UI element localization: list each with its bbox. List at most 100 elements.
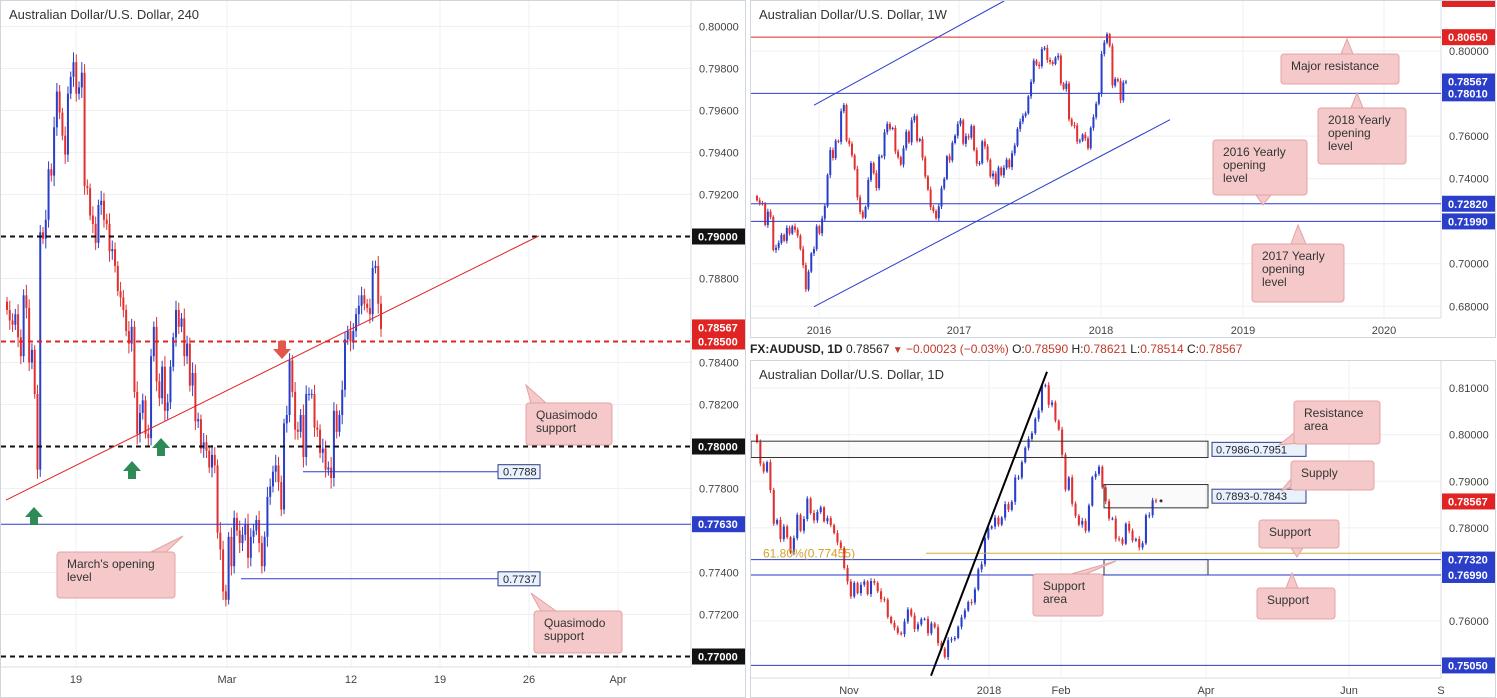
candle-body	[878, 156, 881, 189]
candle-body	[78, 87, 81, 94]
candle-body	[791, 226, 794, 234]
candle-body	[866, 581, 869, 595]
callout-box	[525, 402, 613, 446]
price-badge-label: 0.78567	[698, 322, 738, 334]
candle-body	[1108, 501, 1111, 519]
open-label: O:	[1012, 342, 1025, 356]
candle-body	[987, 528, 990, 539]
candle-body	[992, 173, 995, 177]
candle-body	[783, 234, 786, 241]
candle-body	[238, 530, 241, 544]
h4-chart-panel[interactable]: Australian Dollar/U.S. Dollar, 240 0.800…	[0, 0, 746, 698]
callout-text-line: level	[1328, 139, 1353, 153]
callout-text: Supply	[1301, 466, 1338, 480]
candle-body	[833, 525, 836, 534]
weekly-chart-title: Australian Dollar/U.S. Dollar, 1W	[759, 7, 947, 22]
symbol-label: FX:AUDUSD, 1D	[750, 342, 843, 356]
candle-body	[910, 609, 913, 616]
candle-body	[33, 349, 36, 394]
daily-chart[interactable]: 0.810000.800000.790000.780000.770000.760…	[751, 361, 1496, 698]
candle-body	[926, 176, 929, 190]
candle-body	[1114, 518, 1117, 539]
callout-text: 2016 Yearly opening level	[1223, 145, 1286, 185]
candle-body	[1070, 119, 1073, 126]
candle-body	[913, 116, 916, 121]
y-tick-label: 0.79800	[699, 64, 739, 76]
candle-body	[1128, 523, 1131, 531]
candle-body	[916, 116, 919, 141]
callout-box	[1032, 573, 1104, 617]
y-tick-label: 0.80000	[1449, 430, 1489, 442]
close-value: 0.78567	[1198, 342, 1243, 356]
price-badge	[692, 516, 745, 533]
candle-body	[1038, 64, 1041, 67]
weekly-chart[interactable]: 0.800000.760000.740000.720000.700000.680…	[751, 1, 1496, 338]
candle-body	[355, 314, 358, 331]
candle-body	[310, 394, 313, 395]
candle-body	[812, 249, 815, 254]
candle-body	[796, 229, 799, 236]
candle-body	[1125, 81, 1127, 83]
candle-body	[8, 310, 11, 321]
candle-body	[1034, 418, 1037, 434]
callout-text-line: Quasimodo	[544, 616, 606, 630]
fib-label: 61.80%(0.77455)	[763, 546, 855, 560]
candle-body	[363, 295, 366, 304]
weekly-chart-panel[interactable]: Australian Dollar/U.S. Dollar, 1W 0.8000…	[750, 0, 1496, 338]
callout-text-line: Supply	[1301, 466, 1338, 480]
candle-body	[224, 591, 227, 600]
callout-text-line: Support	[1269, 525, 1312, 539]
candle-body	[777, 242, 780, 248]
h4-chart[interactable]: 0.80000 0.79800 0.79600 0.79400 0.79200 0.788…	[1, 1, 746, 698]
callout-text-line: 2018 Yearly	[1328, 113, 1391, 127]
y-tick-label: 0.76000	[1449, 131, 1489, 143]
candle-body	[6, 301, 8, 310]
candle-body	[1062, 83, 1065, 89]
callout-box	[533, 610, 623, 654]
candle-body	[769, 211, 772, 217]
daily-chart-panel[interactable]: Australian Dollar/U.S. Dollar, 1D 0.8100…	[750, 360, 1496, 698]
candle-body	[980, 564, 983, 570]
candle-body	[981, 141, 984, 164]
candle-body	[199, 419, 202, 449]
high-value: 0.78621	[1083, 342, 1127, 356]
trendline	[5, 235, 540, 501]
candle-body	[831, 150, 834, 159]
x-tick-label: 19	[434, 674, 446, 686]
candle-body	[1077, 515, 1080, 525]
y-tick-label: 0.79400	[699, 148, 739, 160]
candle-body	[50, 169, 53, 176]
candle-body	[799, 514, 802, 531]
candle-body	[158, 381, 161, 399]
candle-body	[208, 450, 211, 468]
candle-body	[227, 536, 230, 600]
candle-body	[989, 159, 992, 177]
candle-body	[105, 219, 108, 224]
callout-text-line: area	[1043, 592, 1067, 606]
callout-text-line: Support	[1267, 593, 1310, 607]
impulse-trend-line	[930, 371, 1048, 677]
candle-body	[1040, 385, 1044, 411]
candle-body	[837, 140, 840, 142]
y-tick-label: 0.78200	[699, 400, 739, 412]
candle-body	[161, 366, 164, 399]
candle-body	[255, 520, 258, 531]
candle-body	[759, 442, 762, 464]
candle-body	[815, 226, 818, 250]
candle-body	[352, 331, 355, 342]
candle-body	[130, 326, 133, 344]
candle-body	[906, 609, 909, 622]
price-badge-label: 0.79000	[698, 232, 738, 244]
callout-text-line: level	[67, 570, 92, 584]
y-tick-label: 0.77800	[699, 484, 739, 496]
candle-body	[183, 318, 186, 357]
last-price: 0.78567	[846, 342, 890, 356]
candle-body	[17, 314, 20, 338]
candle-body	[58, 91, 61, 113]
candle-body	[880, 156, 883, 158]
high-label: H:	[1071, 342, 1084, 356]
callout-text: Support area	[1043, 579, 1086, 606]
candle-body	[893, 622, 896, 628]
down-triangle-icon: ▼	[892, 345, 903, 356]
candle-body	[1084, 134, 1087, 139]
